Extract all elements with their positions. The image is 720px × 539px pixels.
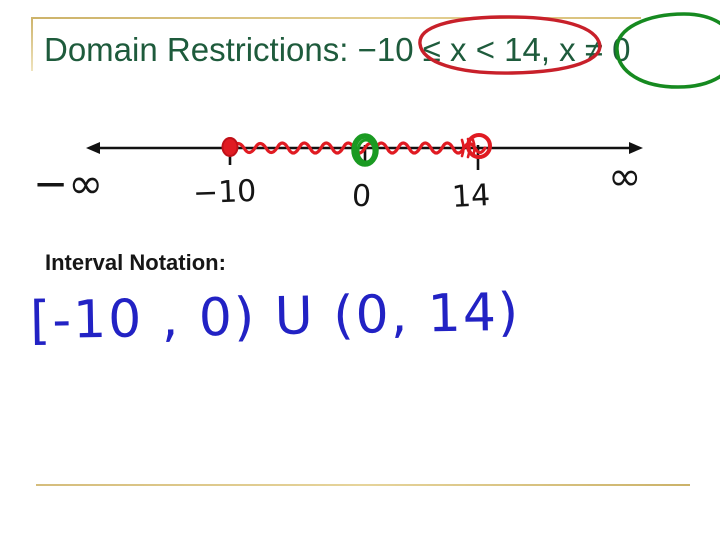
number-line-right-arrowhead xyxy=(629,142,643,154)
open-circle-zero xyxy=(351,133,379,167)
gold-rule-bottom xyxy=(36,484,690,486)
interval-notation-label: Interval Notation: xyxy=(45,250,226,275)
number-line-axis xyxy=(86,142,643,170)
number-line-left-end-label: −∞ xyxy=(33,159,104,208)
number-line-right-end-label: ∞ xyxy=(608,154,642,200)
green-ellipse-around-exclusion xyxy=(615,12,720,89)
number-line-tick-label-zero: 0 xyxy=(351,178,373,215)
closed-dot-neg10 xyxy=(221,137,239,157)
gold-rule-top xyxy=(31,17,641,19)
page-title: Domain Restrictions: −10 ≤ x < 14, x ≠ 0 xyxy=(44,31,631,68)
gold-rule-left xyxy=(31,17,33,71)
number-line-tick-label-neg10: −10 xyxy=(192,173,257,212)
open-circle-fourteen xyxy=(466,133,492,159)
number-line-left-arrowhead xyxy=(86,142,100,154)
squiggle-left-segment xyxy=(231,141,378,155)
squiggle-dense-near-14 xyxy=(460,137,476,159)
interval-notation-answer: [-10 , 0) U (0, 14) xyxy=(29,282,521,352)
red-squiggle-shading xyxy=(231,137,487,159)
squiggle-right-segment xyxy=(374,141,487,155)
number-line-tick-label-fourteen: 14 xyxy=(451,178,492,215)
